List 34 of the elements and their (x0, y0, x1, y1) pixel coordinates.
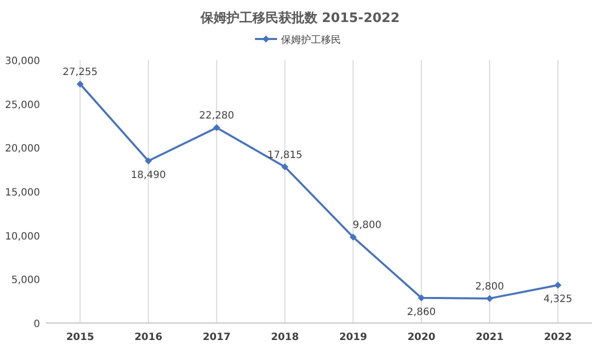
y-tick-label: 20,000 (5, 144, 40, 155)
point (418, 294, 425, 302)
x-tick-label: 2017 (202, 332, 231, 343)
point (350, 234, 357, 241)
x-tick-label: 2022 (544, 332, 572, 343)
point (76, 80, 84, 88)
y-tick-label: 15,000 (5, 188, 40, 198)
legend-label: 保姆护工移民 (281, 34, 341, 46)
point (554, 282, 562, 289)
x-tick-label: 2021 (476, 332, 504, 343)
data-label: 9,800 (352, 220, 382, 232)
chart-title: 保姆护工移民获批数 2015-2022 (199, 10, 400, 26)
x-tick-label: 2019 (339, 332, 368, 343)
point (281, 163, 288, 170)
point (486, 294, 494, 302)
x-tick-label: 2018 (270, 332, 299, 343)
point (144, 157, 152, 164)
data-label: 4,325 (544, 294, 572, 306)
y-tick-label: 0 (34, 319, 40, 330)
data-label: 18,490 (130, 170, 166, 181)
data-label: 22,280 (199, 110, 234, 122)
data-label: 17,815 (267, 150, 302, 161)
y-tick-label: 25,000 (5, 100, 40, 111)
point (213, 124, 220, 132)
data-label: 2,860 (407, 306, 436, 318)
x-tick-label: 2015 (66, 332, 94, 343)
y-tick-label: 10,000 (5, 231, 40, 242)
y-tick-label: 5,000 (11, 275, 40, 286)
x-tick-label: 2016 (134, 332, 162, 343)
y-tick-label: 30,000 (5, 56, 40, 67)
data-label: 2,800 (475, 281, 504, 292)
x-tick-label: 2020 (407, 332, 436, 343)
legend: 保姆护工移民 (255, 35, 341, 46)
data-label: 27,255 (62, 67, 98, 78)
